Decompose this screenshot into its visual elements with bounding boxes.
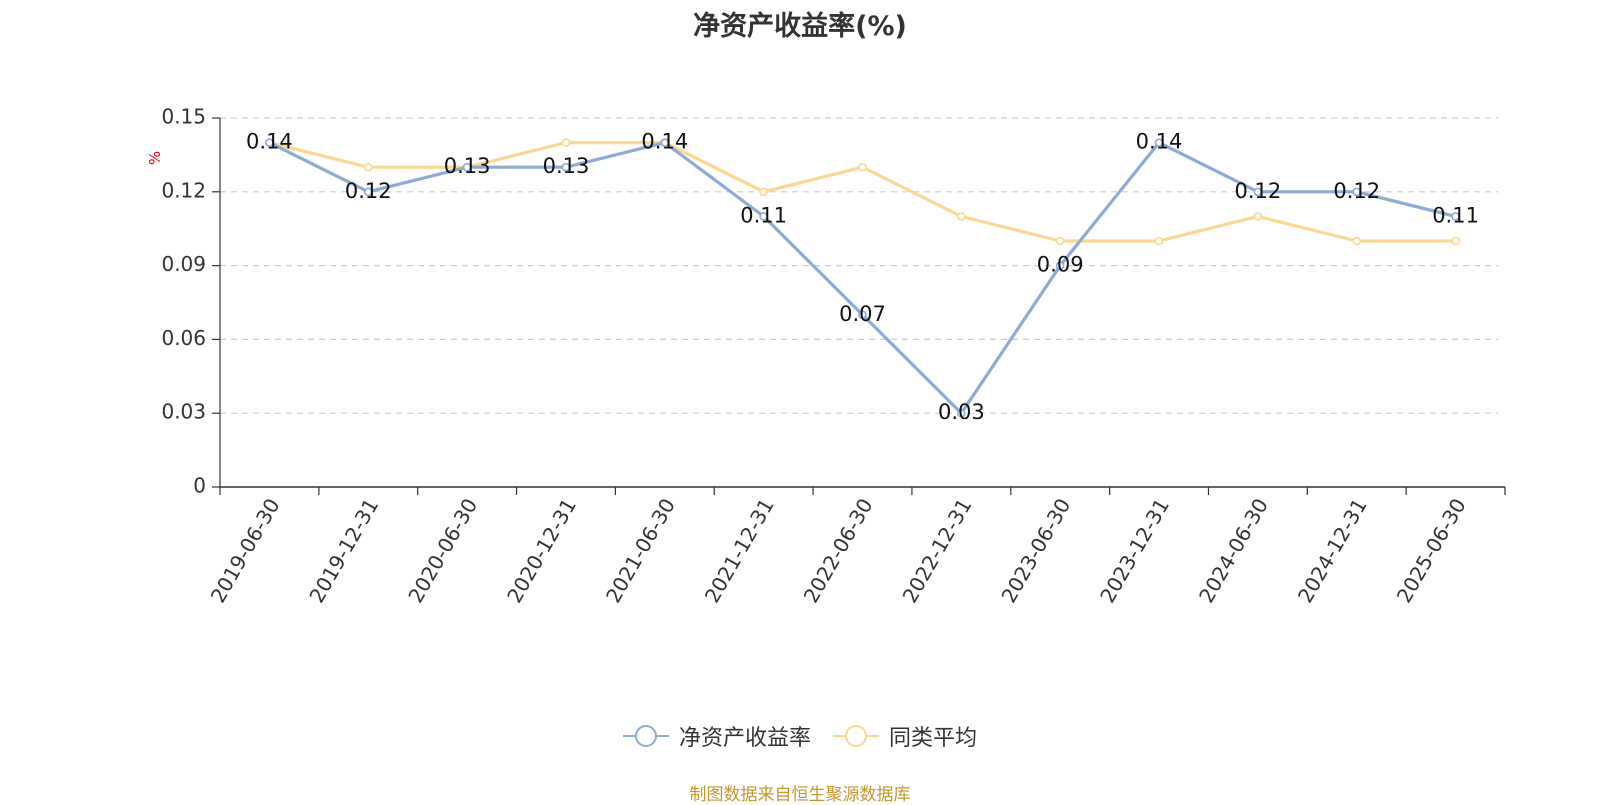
- data-point: [957, 212, 966, 221]
- data-label: 0.12: [1235, 179, 1282, 203]
- source-note: 制图数据来自恒生聚源数据库: [689, 785, 911, 805]
- data-label: 0.07: [839, 302, 886, 326]
- data-point: [265, 138, 274, 147]
- y-tick-label: 0.09: [161, 252, 206, 276]
- x-tick-label: 2021-06-30: [601, 494, 680, 607]
- data-label: 0.11: [1432, 203, 1479, 227]
- data-point: [1352, 236, 1362, 246]
- x-tick-label: 2025-06-30: [1392, 494, 1471, 607]
- legend-label: 净资产收益率: [678, 726, 811, 751]
- data-label: 0.14: [1136, 130, 1183, 154]
- y-tick-label: 0.12: [161, 178, 206, 202]
- data-point: [759, 212, 768, 221]
- x-tick-label: 2019-12-31: [304, 494, 383, 607]
- data-point: [1352, 187, 1362, 197]
- data-point: [957, 408, 966, 418]
- legend-item[interactable]: 净资产收益率: [622, 720, 811, 752]
- x-tick-label: 2024-12-31: [1293, 494, 1372, 607]
- x-tick-label: 2019-06-30: [206, 494, 285, 607]
- data-point: [1451, 212, 1460, 221]
- data-label: 0.12: [1333, 179, 1380, 203]
- data-point: [858, 310, 867, 320]
- legend-marker-icon: [622, 724, 669, 748]
- data-point: [1154, 236, 1164, 246]
- x-tick-label: 2021-12-31: [700, 494, 779, 607]
- data-label: 0.09: [1037, 253, 1084, 277]
- legend: 净资产收益率 同类平均: [0, 720, 1600, 752]
- y-axis-unit: %: [146, 151, 164, 165]
- data-label: 0.14: [246, 130, 293, 154]
- data-label: 0.11: [740, 203, 787, 227]
- y-tick-label: 0.06: [161, 326, 206, 350]
- x-tick-label: 2023-06-30: [996, 494, 1075, 607]
- data-point: [561, 138, 571, 147]
- data-point: [1154, 138, 1164, 147]
- data-label: 0.12: [345, 179, 392, 203]
- x-tick-label: 2020-12-31: [502, 494, 581, 607]
- y-tick-label: 0.15: [161, 105, 206, 129]
- y-tick-label: 0: [193, 474, 206, 498]
- x-tick-label: 2020-06-30: [403, 494, 482, 607]
- data-label: 0.13: [444, 154, 491, 178]
- data-point: [1253, 212, 1263, 221]
- data-point: [759, 187, 768, 197]
- x-tick-label: 2024-06-30: [1194, 494, 1273, 607]
- x-tick-label: 2023-12-31: [1095, 494, 1174, 607]
- data-point: [1055, 236, 1065, 246]
- data-point: [1055, 261, 1065, 270]
- x-tick-label: 2022-12-31: [898, 494, 977, 607]
- data-label: 0.14: [641, 130, 688, 154]
- chart-title: 净资产收益率(%): [693, 11, 907, 42]
- data-point: [660, 138, 670, 147]
- data-point: [1253, 187, 1263, 197]
- x-tick-label: 2022-06-30: [799, 494, 878, 607]
- legend-marker-icon: [833, 724, 879, 748]
- data-point: [363, 162, 373, 172]
- data-point: [858, 162, 867, 172]
- data-point: [363, 187, 373, 197]
- y-tick-label: 0.03: [161, 400, 206, 424]
- line-chart: 0 0.03 0.06 0.09 0.12 0.15 2019-06-30 2019-12-3…: [146, 105, 1506, 607]
- data-point: [561, 162, 571, 172]
- legend-label: 同类平均: [889, 726, 978, 751]
- legend-item[interactable]: 同类平均: [833, 720, 977, 752]
- data-label: 0.13: [543, 154, 590, 178]
- data-point: [1451, 236, 1460, 246]
- data-point: [462, 162, 472, 172]
- data-label: 0.03: [938, 400, 985, 424]
